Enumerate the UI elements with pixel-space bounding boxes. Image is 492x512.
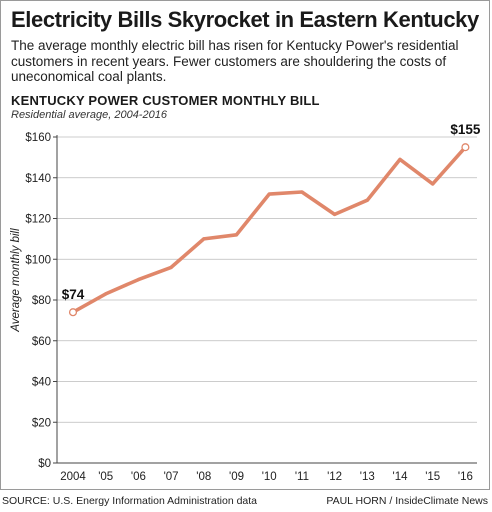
x-tick-label: '07 (164, 471, 179, 483)
chart-subtitle: Residential average, 2004-2016 (11, 109, 167, 121)
data-point (104, 292, 108, 296)
x-tick-label: '12 (327, 471, 342, 483)
endpoint-marker (68, 308, 78, 317)
y-tick-label: $20 (32, 417, 51, 429)
data-label: $74 (62, 287, 85, 302)
y-tick-label: $100 (25, 254, 51, 266)
x-tick-label: '15 (425, 471, 440, 483)
y-tick-label: $40 (32, 377, 51, 389)
data-label: $155 (450, 122, 481, 137)
data-point (431, 182, 435, 186)
credit-line: PAUL HORN / InsideClimate News (326, 495, 488, 507)
y-tick-label: $160 (25, 132, 51, 144)
line-chart: $0 $20 $40 $60 $80 $100 $120 $140 $160 Average mo… (10, 122, 481, 483)
endpoint-marker (461, 143, 470, 152)
x-tick-label: '09 (229, 471, 244, 483)
data-point (169, 265, 173, 269)
y-tick-label: $60 (32, 336, 51, 348)
chart-title: KENTUCKY POWER CUSTOMER MONTHLY BILL (11, 93, 320, 108)
y-tick-label: $140 (25, 173, 51, 185)
data-point (333, 212, 337, 217)
dek: The average monthly electric bill has ri… (11, 38, 459, 84)
chart-frame (0, 0, 490, 490)
x-tick-label: '08 (196, 471, 211, 483)
x-tick-label: 2004 (60, 471, 86, 483)
data-point (398, 157, 402, 162)
series-line (71, 145, 468, 315)
y-tick-label: $0 (38, 458, 51, 470)
data-point (267, 192, 271, 196)
data-point (365, 198, 369, 202)
source-note: SOURCE: U.S. Energy Information Administ… (2, 495, 258, 507)
data-point (136, 278, 140, 282)
data-point (234, 233, 239, 237)
data-point (202, 237, 206, 241)
x-tick-label: '11 (295, 471, 309, 483)
x-tick-label: '16 (458, 471, 473, 483)
y-axis-label: Average monthly bill (10, 228, 22, 333)
headline: Electricity Bills Skyrocket in Eastern K… (11, 7, 479, 32)
x-tick-label: '13 (360, 471, 375, 483)
data-point (300, 190, 304, 194)
y-tick-label: $120 (25, 214, 51, 226)
x-tick-label: '05 (98, 471, 113, 483)
x-tick-label: '06 (131, 471, 146, 483)
x-tick-label: '14 (393, 471, 409, 483)
y-tick-label: $80 (32, 295, 51, 307)
x-tick-label: '10 (262, 471, 277, 483)
